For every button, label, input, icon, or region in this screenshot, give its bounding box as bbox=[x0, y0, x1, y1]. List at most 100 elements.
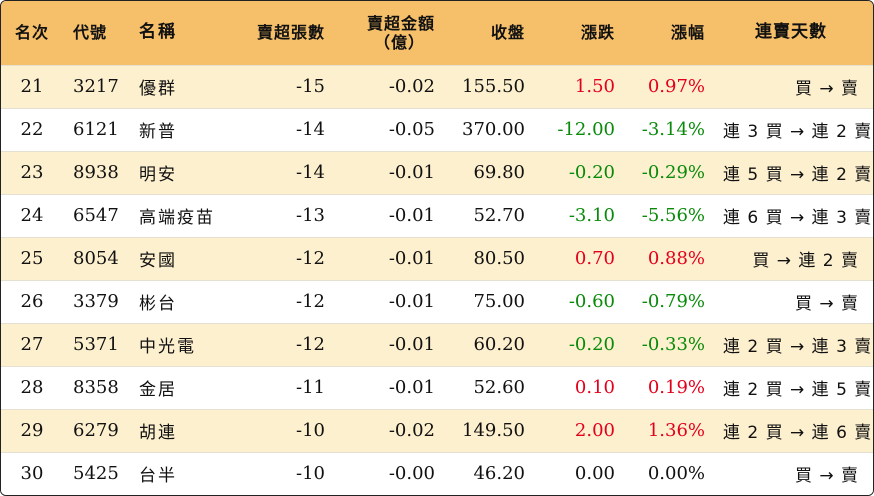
change-cell: -0.20 bbox=[537, 322, 627, 366]
table-row: 25 8054 安國 -12 -0.01 80.50 0.70 0.88% 買 → 連 2 賣 bbox=[1, 236, 873, 280]
name-cell: 胡連 bbox=[127, 408, 227, 452]
streak-cell: 連 6 買 → 連 3 賣 bbox=[717, 193, 873, 237]
net-sell-amount-cell: -0.05 bbox=[337, 107, 447, 151]
streak-cell: 連 5 買 → 連 2 賣 bbox=[717, 150, 873, 194]
code-cell: 5425 bbox=[63, 451, 127, 495]
rank-cell: 23 bbox=[1, 150, 63, 194]
net-sell-shares-cell: -14 bbox=[227, 150, 337, 194]
name-cell: 彬台 bbox=[127, 279, 227, 323]
table-row: 23 8938 明安 -14 -0.01 69.80 -0.20 -0.29% 連 5 買 → … bbox=[1, 150, 873, 194]
net-sell-shares-cell: -12 bbox=[227, 279, 337, 323]
code-cell: 6279 bbox=[63, 408, 127, 452]
header-change: 漲跌 bbox=[580, 23, 615, 43]
change-pct-cell: -0.29% bbox=[627, 150, 717, 194]
table-row: 24 6547 高端疫苗 -13 -0.01 52.70 -3.10 -5.56% 連 6 買 … bbox=[1, 193, 873, 237]
change-cell: 0.00 bbox=[537, 451, 627, 495]
close-cell: 69.80 bbox=[447, 150, 537, 194]
code-cell: 8358 bbox=[63, 365, 127, 409]
change-pct-cell: -5.56% bbox=[627, 193, 717, 237]
name-cell: 中光電 bbox=[127, 322, 227, 366]
streak-cell: 買 → 賣 bbox=[717, 279, 873, 323]
streak-cell: 連 3 買 → 連 2 賣 bbox=[717, 107, 873, 151]
net-sell-amount-cell: -0.01 bbox=[337, 279, 447, 323]
change-pct-cell: -0.79% bbox=[627, 279, 717, 323]
rank-cell: 29 bbox=[1, 408, 63, 452]
table-row: 28 8358 金居 -11 -0.01 52.60 0.10 0.19% 連 2 買 → 連 … bbox=[1, 365, 873, 409]
streak-cell: 連 2 買 → 連 6 賣 bbox=[717, 408, 873, 452]
rank-cell: 28 bbox=[1, 365, 63, 409]
streak-cell: 買 → 連 2 賣 bbox=[717, 236, 873, 280]
change-cell: 1.50 bbox=[537, 64, 627, 108]
code-cell: 6121 bbox=[63, 107, 127, 151]
net-sell-shares-cell: -15 bbox=[227, 64, 337, 108]
net-sell-shares-cell: -12 bbox=[227, 236, 337, 280]
close-cell: 75.00 bbox=[447, 279, 537, 323]
rank-cell: 24 bbox=[1, 193, 63, 237]
name-cell: 明安 bbox=[127, 150, 227, 194]
close-cell: 46.20 bbox=[447, 451, 537, 495]
net-sell-amount-cell: -0.01 bbox=[337, 193, 447, 237]
net-sell-shares-cell: -14 bbox=[227, 107, 337, 151]
table-row: 26 3379 彬台 -12 -0.01 75.00 -0.60 -0.79% 買 → 賣 bbox=[1, 279, 873, 323]
streak-cell: 連 2 買 → 連 5 賣 bbox=[717, 365, 873, 409]
change-pct-cell: 0.19% bbox=[627, 365, 717, 409]
table-row: 27 5371 中光電 -12 -0.01 60.20 -0.20 -0.33% 連 2 買 →… bbox=[1, 322, 873, 366]
code-cell: 3217 bbox=[63, 64, 127, 108]
change-cell: 2.00 bbox=[537, 408, 627, 452]
table-row: 22 6121 新普 -14 -0.05 370.00 -12.00 -3.14% 連 3 買 … bbox=[1, 107, 873, 151]
header-change-pct: 漲幅 bbox=[670, 23, 705, 43]
table-row: 30 5425 台半 -10 -0.00 46.20 0.00 0.00% 買 → 賣 bbox=[1, 451, 873, 495]
net-sell-shares-cell: -11 bbox=[227, 365, 337, 409]
net-sell-amount-cell: -0.00 bbox=[337, 451, 447, 495]
name-cell: 安國 bbox=[127, 236, 227, 280]
net-sell-shares-cell: -10 bbox=[227, 451, 337, 495]
name-cell: 高端疫苗 bbox=[127, 193, 227, 237]
net-sell-amount-cell: -0.02 bbox=[337, 408, 447, 452]
change-cell: -0.60 bbox=[537, 279, 627, 323]
header-net-sell-amount: 賣超金額 （億） bbox=[337, 1, 447, 65]
header-net-sell-shares: 賣超張數 bbox=[256, 23, 325, 43]
change-cell: 0.10 bbox=[537, 365, 627, 409]
code-cell: 3379 bbox=[63, 279, 127, 323]
change-pct-cell: 0.88% bbox=[627, 236, 717, 280]
rank-cell: 22 bbox=[1, 107, 63, 151]
table-header-row: 名次 代號 名稱 賣超張數 賣超金額 （億） 收盤 漲跌 漲幅 連賣天數 bbox=[1, 1, 873, 65]
close-cell: 52.60 bbox=[447, 365, 537, 409]
close-cell: 80.50 bbox=[447, 236, 537, 280]
streak-cell: 買 → 賣 bbox=[717, 64, 873, 108]
table-row: 21 3217 優群 -15 -0.02 155.50 1.50 0.97% 買 → 賣 bbox=[1, 64, 873, 108]
name-cell: 台半 bbox=[127, 451, 227, 495]
header-close: 收盤 bbox=[490, 23, 525, 43]
table-row: 29 6279 胡連 -10 -0.02 149.50 2.00 1.36% 連 2 買 → 連… bbox=[1, 408, 873, 452]
header-net-sell-amount-line1: 賣超金額 bbox=[366, 13, 435, 33]
change-pct-cell: -0.33% bbox=[627, 322, 717, 366]
streak-cell: 連 2 買 → 連 3 賣 bbox=[717, 322, 873, 366]
rank-cell: 25 bbox=[1, 236, 63, 280]
rank-cell: 26 bbox=[1, 279, 63, 323]
net-sell-amount-cell: -0.01 bbox=[337, 365, 447, 409]
change-cell: -0.20 bbox=[537, 150, 627, 194]
change-pct-cell: 1.36% bbox=[627, 408, 717, 452]
name-cell: 新普 bbox=[127, 107, 227, 151]
close-cell: 60.20 bbox=[447, 322, 537, 366]
close-cell: 52.70 bbox=[447, 193, 537, 237]
code-cell: 5371 bbox=[63, 322, 127, 366]
close-cell: 370.00 bbox=[447, 107, 537, 151]
rank-cell: 30 bbox=[1, 451, 63, 495]
code-cell: 6547 bbox=[63, 193, 127, 237]
net-sell-amount-cell: -0.01 bbox=[337, 236, 447, 280]
code-cell: 8938 bbox=[63, 150, 127, 194]
table-body: 21 3217 優群 -15 -0.02 155.50 1.50 0.97% 買 → 賣 22 61… bbox=[1, 64, 873, 495]
change-cell: -3.10 bbox=[537, 193, 627, 237]
net-sell-amount-cell: -0.01 bbox=[337, 322, 447, 366]
net-sell-shares-cell: -10 bbox=[227, 408, 337, 452]
change-pct-cell: -3.14% bbox=[627, 107, 717, 151]
change-cell: -12.00 bbox=[537, 107, 627, 151]
code-cell: 8054 bbox=[63, 236, 127, 280]
name-cell: 優群 bbox=[127, 64, 227, 108]
change-cell: 0.70 bbox=[537, 236, 627, 280]
streak-cell: 買 → 賣 bbox=[717, 451, 873, 495]
header-net-sell-amount-line2: （億） bbox=[373, 32, 425, 52]
change-pct-cell: 0.97% bbox=[627, 64, 717, 108]
